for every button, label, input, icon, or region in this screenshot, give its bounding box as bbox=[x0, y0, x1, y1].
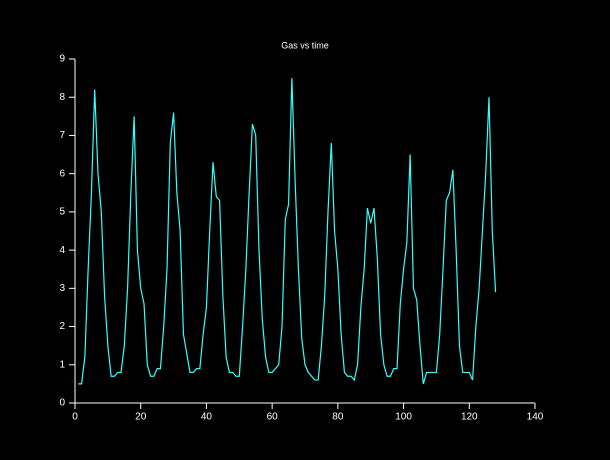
x-tick-label: 40 bbox=[201, 412, 213, 423]
y-tick-label: 2 bbox=[59, 321, 65, 332]
x-tick-label: 120 bbox=[461, 412, 478, 423]
x-tick-label: 100 bbox=[395, 412, 412, 423]
y-tick-label: 9 bbox=[59, 54, 65, 65]
x-tick-label: 0 bbox=[72, 412, 78, 423]
x-tick-label: 80 bbox=[332, 412, 344, 423]
y-tick-label: 6 bbox=[59, 168, 65, 179]
y-tick-label: 3 bbox=[59, 283, 65, 294]
data-line bbox=[78, 78, 497, 385]
y-tick-label: 8 bbox=[59, 92, 65, 103]
x-tick-label: 140 bbox=[527, 412, 544, 423]
x-tick-label: 60 bbox=[267, 412, 279, 423]
y-tick-label: 5 bbox=[59, 207, 65, 218]
chart-title: Gas vs time bbox=[281, 40, 329, 50]
y-tick-label: 1 bbox=[59, 359, 65, 370]
y-tick-label: 7 bbox=[59, 130, 65, 141]
y-tick-label: 4 bbox=[59, 245, 65, 256]
x-tick-label: 20 bbox=[135, 412, 147, 423]
y-tick-label: 0 bbox=[59, 398, 65, 409]
